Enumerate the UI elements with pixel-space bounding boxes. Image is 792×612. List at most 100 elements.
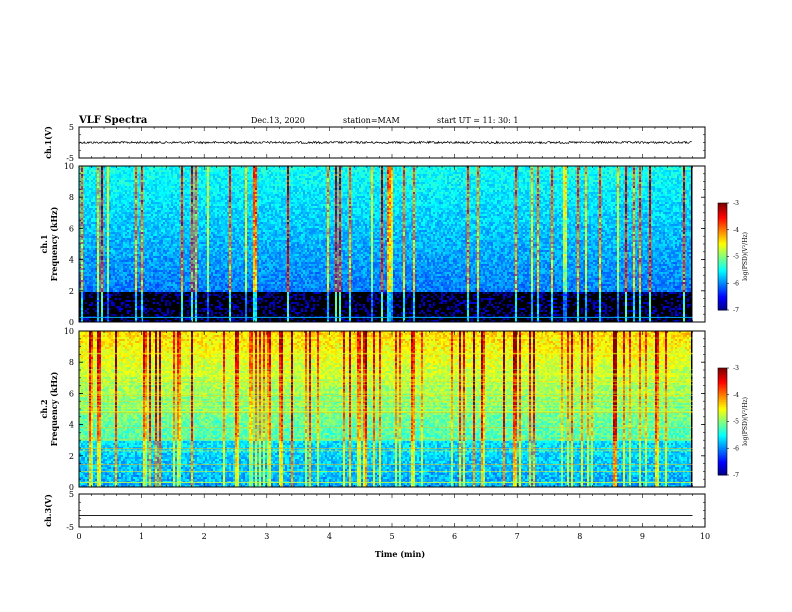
- spectrogram-cell: [149, 178, 151, 180]
- spectrogram-cell: [173, 190, 175, 192]
- spectrogram-cell: [555, 192, 557, 194]
- spectrogram-cell: [225, 168, 227, 170]
- spectrogram-cell: [253, 184, 255, 186]
- spectrogram-cell: [313, 174, 315, 176]
- spectrogram-cell: [659, 166, 661, 168]
- spectrogram-cell: [307, 166, 309, 168]
- spectrogram-cell: [295, 176, 297, 178]
- spectrogram-cell: [539, 178, 541, 180]
- spectrogram-cell: [411, 176, 413, 178]
- spectrogram-cell: [609, 190, 611, 192]
- spectrogram-cell: [617, 176, 619, 178]
- spectrogram-cell: [151, 166, 153, 168]
- spectrogram-cell: [397, 180, 399, 182]
- spectrogram-cell: [539, 192, 541, 194]
- spectrogram-cell: [559, 178, 561, 180]
- spectrogram-cell: [417, 178, 419, 180]
- spectrogram-cell: [359, 170, 361, 172]
- spectrogram-cell: [101, 178, 103, 180]
- spectrogram-cell: [561, 178, 563, 180]
- spectrogram-cell: [587, 170, 589, 172]
- spectrogram-cell: [327, 196, 329, 198]
- spectrogram-cell: [117, 196, 119, 198]
- spectrogram-cell: [647, 194, 649, 196]
- spectrogram-cell: [325, 184, 327, 186]
- spectrogram-cell: [371, 174, 373, 176]
- spectrogram-cell: [191, 174, 193, 176]
- spectrogram-cell: [379, 186, 381, 188]
- spectrogram-cell: [189, 194, 191, 196]
- spectrogram-cell: [331, 168, 333, 170]
- spectrogram-cell: [131, 166, 133, 168]
- spectrogram-cell: [689, 180, 691, 182]
- spectrogram-cell: [117, 180, 119, 182]
- spectrogram-cell: [173, 170, 175, 172]
- spectrogram-cell: [563, 178, 565, 180]
- spectrogram-cell: [325, 180, 327, 182]
- spectrogram-cell: [219, 190, 221, 192]
- spectrogram-cell: [611, 170, 613, 172]
- spectrogram-cell: [685, 176, 687, 178]
- spectrogram-cell: [419, 170, 421, 172]
- spectrogram-cell: [253, 192, 255, 194]
- spectrogram-cell: [113, 184, 115, 186]
- spectrogram-cell: [603, 190, 605, 192]
- spectrogram-cell: [189, 186, 191, 188]
- spectrogram-cell: [283, 194, 285, 196]
- spectrogram-cell: [665, 168, 667, 170]
- spectrogram-cell: [679, 186, 681, 188]
- spectrogram-cell: [349, 166, 351, 168]
- spectrogram-cell: [363, 176, 365, 178]
- spectrogram-cell: [203, 180, 205, 182]
- spectrogram-cell: [677, 178, 679, 180]
- spectrogram-cell: [345, 182, 347, 184]
- spectrogram-cell: [97, 178, 99, 180]
- spectrogram-cell: [113, 192, 115, 194]
- spectrogram-cell: [661, 188, 663, 190]
- spectrogram-cell: [555, 186, 557, 188]
- spectrogram-cell: [431, 166, 433, 168]
- spectrogram-cell: [677, 184, 679, 186]
- spectrogram-cell: [165, 186, 167, 188]
- spectrogram-cell: [213, 192, 215, 194]
- spectrogram-cell: [259, 170, 261, 172]
- spectrogram-cell: [207, 176, 209, 178]
- spectrogram-cell: [497, 168, 499, 170]
- spectrogram-cell: [95, 180, 97, 182]
- spectrogram-cell: [513, 194, 515, 196]
- spectrogram-cell: [249, 194, 251, 196]
- spectrogram-cell: [629, 186, 631, 188]
- spectrogram-cell: [125, 192, 127, 194]
- spectrogram-cell: [133, 178, 135, 180]
- spectrogram-cell: [379, 190, 381, 192]
- spectrogram-cell: [325, 182, 327, 184]
- spectrogram-cell: [561, 192, 563, 194]
- spectrogram-cell: [295, 178, 297, 180]
- spectrogram-cell: [137, 196, 139, 198]
- spectrogram-cell: [425, 188, 427, 190]
- spectrogram-cell: [677, 186, 679, 188]
- spectrogram-cell: [573, 188, 575, 190]
- spectrogram-cell: [229, 186, 231, 188]
- spectrogram-cell: [449, 174, 451, 176]
- spectrogram-cell: [273, 188, 275, 190]
- spectrogram-cell: [213, 176, 215, 178]
- spectrogram-cell: [189, 184, 191, 186]
- spectrogram-cell: [637, 170, 639, 172]
- spectrogram-cell: [599, 186, 601, 188]
- spectrogram-cell: [357, 168, 359, 170]
- spectrogram-cell: [465, 178, 467, 180]
- spectrogram-cell: [529, 178, 531, 180]
- spectrogram-cell: [197, 194, 199, 196]
- spectrogram-cell: [223, 166, 225, 168]
- spectrogram-cell: [225, 178, 227, 180]
- spectrogram-cell: [367, 190, 369, 192]
- spectrogram-cell: [105, 178, 107, 180]
- spectrogram-cell: [329, 176, 331, 178]
- spectrogram-cell: [225, 188, 227, 190]
- spectrogram-cell: [301, 188, 303, 190]
- spectrogram-cell: [387, 172, 389, 174]
- spectrogram-cell: [597, 182, 599, 184]
- spectrogram-cell: [523, 178, 525, 180]
- spectrogram-cell: [471, 172, 473, 174]
